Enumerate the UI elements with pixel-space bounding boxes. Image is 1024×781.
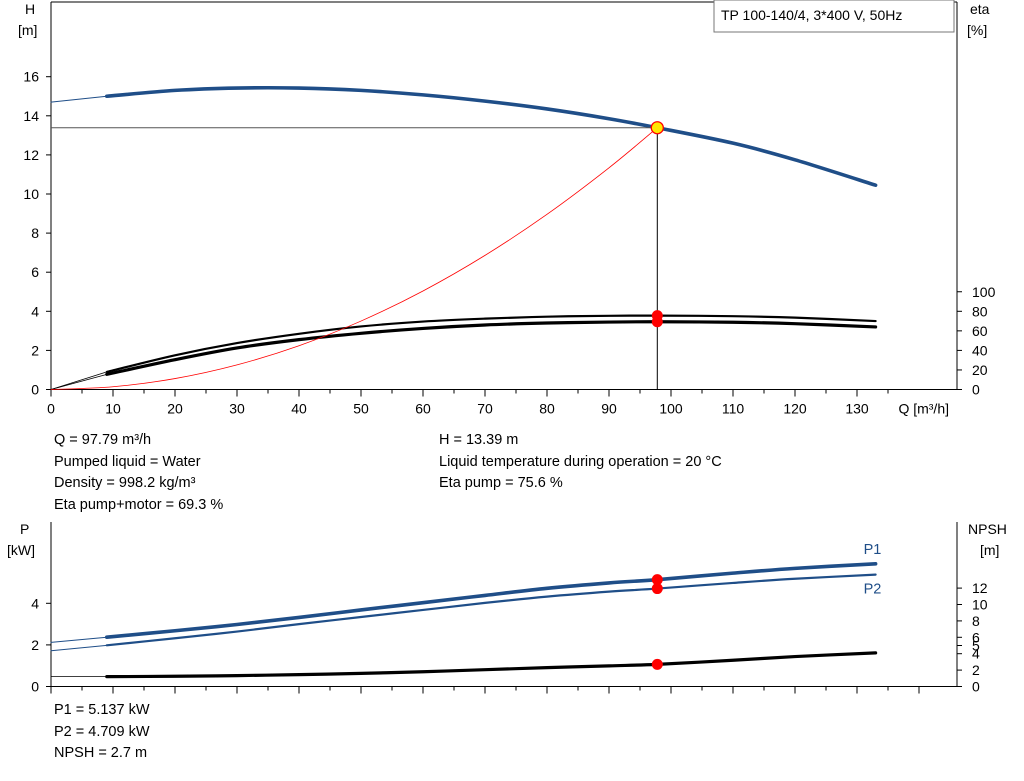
q-tick-label: 10 — [105, 401, 121, 417]
curve-head-extrap — [50, 95, 108, 103]
info-head: H = 13.39 m — [439, 432, 519, 448]
q-tick-label: 50 — [353, 401, 369, 417]
info-eta-pump-motor: Eta pump+motor = 69.3 % — [54, 496, 224, 513]
operating-point-marker — [650, 121, 664, 135]
curve-p2 — [105, 573, 877, 647]
info-liquid-temperature: Liquid temperature during operation = 20… — [439, 453, 722, 470]
npsh-tick-label: 0 — [972, 679, 980, 695]
curve-eta-pump-motor-extrap — [50, 373, 108, 390]
q-tick-label: 80 — [539, 401, 555, 417]
curve-p2-extrap — [50, 644, 108, 652]
info-density: Density = 998.2 kg/m³ — [54, 475, 196, 491]
p-tick-label: 4 — [31, 595, 39, 611]
q-tick-label: 110 — [722, 401, 745, 417]
p-tick-label: 2 — [31, 637, 39, 653]
q-tick-label: 90 — [601, 401, 617, 417]
curve-p1-extrap — [50, 636, 108, 643]
q-tick-label: 100 — [659, 401, 683, 417]
npsh-tick-label: 8 — [972, 613, 980, 629]
info-p1: P1 = 5.137 kW — [54, 702, 150, 718]
q-tick-label: 0 — [47, 401, 55, 417]
info-pumped-liquid: Pumped liquid = Water — [54, 453, 201, 470]
h-tick-label: 12 — [23, 147, 39, 163]
h-tick-label: 8 — [31, 225, 39, 241]
eta-axis-label: eta — [970, 1, 990, 17]
npsh-tick-label: 12 — [972, 580, 988, 596]
info-npsh: NPSH = 2.7 m — [54, 745, 148, 761]
q-tick-label: 30 — [229, 401, 245, 417]
eta-axis-unit: [%] — [967, 22, 987, 38]
info-eta-pump: Eta pump = 75.6 % — [439, 475, 563, 491]
duty-eta-pump-motor-marker — [651, 316, 663, 328]
info-flow: Q = 97.79 m³/h — [54, 432, 152, 448]
h-tick-label: 10 — [23, 186, 39, 202]
duty-info-right: H = 13.39 m Liquid temperature during op… — [439, 430, 722, 495]
h-tick-label: 16 — [23, 69, 39, 85]
q-tick-label: 60 — [415, 401, 431, 417]
duty-npsh-marker — [651, 658, 663, 670]
p2-series-label: P2 — [864, 582, 882, 598]
curve-eta-pump-motor — [105, 320, 878, 376]
q-tick-label: 20 — [167, 401, 183, 417]
q-axis-label: Q [m³/h] — [898, 401, 949, 417]
npsh-axis-label: NPSH — [968, 521, 1007, 537]
h-tick-label: 14 — [23, 108, 39, 124]
npsh-tick-label: 6 — [972, 629, 980, 645]
p1-series-label: P1 — [864, 542, 882, 558]
npsh-tick-label: 2 — [972, 662, 980, 678]
curve-npsh — [105, 651, 878, 679]
q-tick-label: 130 — [845, 401, 869, 417]
eta-tick-label: 0 — [972, 382, 980, 398]
eta-tick-label: 60 — [972, 323, 988, 339]
npsh-tick-label: 10 — [972, 597, 988, 613]
npsh-axis-unit: [m] — [980, 542, 999, 558]
eta-tick-label: 20 — [972, 362, 988, 378]
duty-p2-marker — [651, 583, 663, 595]
duty-info-left: Q = 97.79 m³/h Pumped liquid = Water Den… — [54, 430, 223, 516]
eta-tick-label: 80 — [972, 303, 988, 319]
info-p2: P2 = 4.709 kW — [54, 723, 150, 740]
npsh-tick-label: 5 — [972, 638, 980, 654]
eta-tick-label: 40 — [972, 342, 988, 358]
curve-system-curve — [50, 127, 658, 390]
npsh-tick-label: 4 — [972, 646, 980, 662]
h-tick-label: 6 — [31, 264, 39, 280]
curve-head — [105, 85, 878, 187]
p-axis-label: P — [20, 521, 29, 537]
legend-box — [713, 0, 955, 33]
h-axis-unit: [m] — [18, 22, 37, 38]
p-axis-unit: [kW] — [7, 542, 35, 558]
q-tick-label: 40 — [291, 401, 307, 417]
q-tick-label: 70 — [477, 401, 493, 417]
duty-p1-marker — [651, 574, 663, 586]
curve-eta-pump — [105, 314, 877, 373]
h-tick-label: 4 — [31, 303, 39, 319]
eta-tick-label: 100 — [972, 284, 996, 300]
p-tick-label: 0 — [31, 679, 39, 695]
h-tick-label: 2 — [31, 342, 39, 358]
q-tick-label: 120 — [783, 401, 807, 417]
curve-p1 — [105, 561, 878, 639]
h-tick-label: 0 — [31, 382, 39, 398]
h-axis-label: H — [25, 1, 35, 17]
pump-model-label: TP 100-140/4, 3*400 V, 50Hz — [721, 7, 902, 23]
power-info: P1 = 5.137 kW P2 = 4.709 kW NPSH = 2.7 m — [54, 700, 150, 765]
